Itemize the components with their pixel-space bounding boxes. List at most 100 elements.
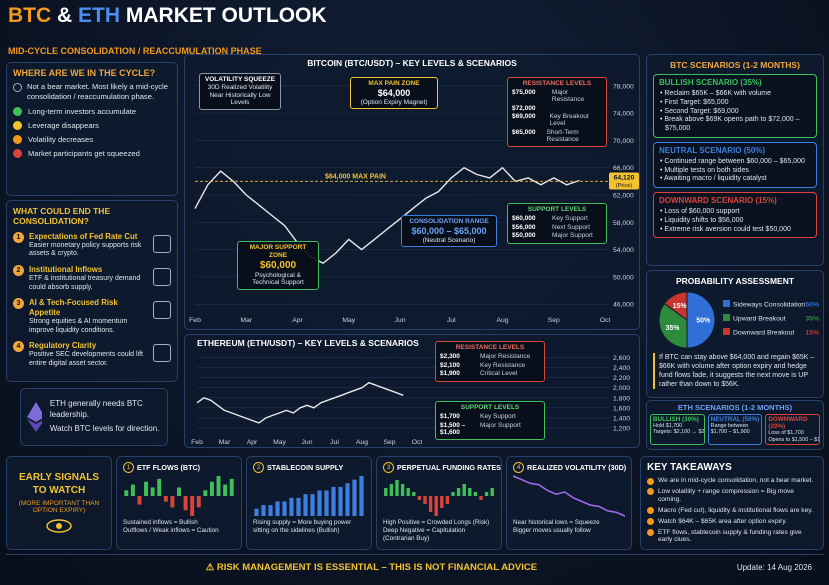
level-price: $1,900 <box>440 370 460 377</box>
takeaway: Watch $64K – $65K area after option expi… <box>647 518 817 526</box>
early-signals: EARLY SIGNALS TO WATCH (MORE IMPORTANT T… <box>6 456 112 550</box>
mini-chart <box>124 476 234 516</box>
eth-scenario-bullet: Opens to $1,500 – $1,600 <box>768 436 821 443</box>
item-text: Positive SEC developments could lift ent… <box>29 351 143 367</box>
x-tick-label: Jun <box>395 317 406 324</box>
y-tick-label: 62,000 <box>613 193 634 200</box>
scenario-title: NEUTRAL SCENARIO (50%) <box>659 145 766 155</box>
levels-box: RESISTANCE LEVELS $75,000 Major Resistance… <box>507 77 607 147</box>
scenario-bullet: • Continued range between $60,000 – $65,… <box>660 157 805 165</box>
mini-bar <box>254 508 259 516</box>
mini-number: 2 <box>253 462 264 473</box>
scenario-bullet: • Loss of $60,000 support <box>660 208 740 215</box>
eth-scenario: DOWNWARD (20%) Loss of $1,700 Opens to $1,… <box>765 414 821 445</box>
item-icon <box>153 268 171 287</box>
mini-bar <box>137 496 142 505</box>
check <box>647 507 654 515</box>
check <box>647 518 654 526</box>
mini-chart-panel: 4 REALIZED VOLATILITY (30D) Near historica… <box>506 456 632 550</box>
level-label: Critical Level <box>480 370 518 377</box>
x-tick-label: Oct <box>600 317 611 324</box>
item-number: 1 <box>13 232 24 243</box>
check <box>647 529 654 537</box>
x-tick-label: Aug <box>356 439 368 446</box>
x-tick-label: Mar <box>219 439 231 446</box>
level-label: Major Resistance <box>551 89 585 103</box>
pie-slice <box>663 291 688 321</box>
eth-scenario-bullet: $1,700 – $1,900 <box>710 429 750 436</box>
vs-title: VOLATILITY SQUEEZE <box>204 76 276 83</box>
consolidation-item: 4 Regulatory Clarity Positive SEC developm… <box>13 341 171 368</box>
level-price: $69,000 <box>512 113 536 120</box>
mini-bar <box>289 497 294 516</box>
probability-heading: PROBABILITY ASSESSMENT <box>675 276 795 286</box>
level-row: $50,000 Major Support <box>512 232 602 239</box>
ms-value: $60,000 <box>259 259 297 271</box>
cr-note: (Neutral Scenario) <box>422 236 476 244</box>
cycle-item-text: Market participants get squeezed <box>28 148 140 158</box>
risk-warning: ⚠ RISK MANAGEMENT IS ESSENTIAL – THIS IS… <box>205 562 538 573</box>
btc-scenarios: BTC SCENARIOS (1-2 MONTHS) BULLISH SCENA… <box>646 54 824 266</box>
item-text: Strong equities & AI momentum improve li… <box>29 317 128 334</box>
item-title: Institutional Inflows <box>29 265 103 275</box>
mini-title: PERPETUAL FUNDING RATES <box>397 463 501 472</box>
pie-slice <box>686 291 716 349</box>
y-tick-label: 54,000 <box>613 247 634 254</box>
mini-bar <box>124 490 129 496</box>
scenario-bullet: • Liquidity shifts to $56,000 <box>660 216 744 224</box>
slice-label: 35% <box>666 325 681 332</box>
major-support-zone: MAJOR SUPPORT ZONE $60,000 Psychological… <box>237 241 319 291</box>
legend-swatch <box>723 328 730 335</box>
legend-swatch <box>723 300 730 307</box>
levels-box: SUPPORT LEVELS $1,700 Key Support $1,500 – … <box>435 401 545 440</box>
level-price: $65,000 <box>512 128 536 136</box>
level-row: $2,300 Major Resistance <box>440 353 540 360</box>
eth-scenarios: ETH SCENARIOS (1-2 MONTHS) BULLISH (30%)… <box>646 400 824 450</box>
level-price: $72,000 <box>512 104 536 112</box>
legend-label: Downward Breakout <box>733 330 794 337</box>
mini-bar <box>183 496 188 511</box>
mini-caption: Sustained inflows = Bullish <box>123 519 198 526</box>
ms-title: MAJOR SUPPORT ZONE <box>249 244 307 259</box>
level-row: $56,000 Next Support <box>512 224 602 231</box>
bullet <box>13 83 22 92</box>
mini-bar <box>282 501 287 516</box>
y-tick-label: 2,400 <box>613 365 630 372</box>
takeaway-text: ETF flows, stablecoin supply & funding r… <box>658 528 802 544</box>
update-date: Update: 14 Aug 2026 <box>736 563 812 572</box>
eth-note-line1: ETH generally needs BTC leadership. <box>49 399 143 420</box>
takeaway: Low volatility + range compression = Big… <box>647 488 817 504</box>
vs-text: 30D Realized Volatility Near Historicall… <box>207 83 273 107</box>
item-number: 4 <box>13 341 24 353</box>
level-price: $1,500 – $1,600 <box>440 421 466 436</box>
mini-bar <box>479 496 483 500</box>
cr-title: CONSOLIDATION RANGE <box>409 218 489 225</box>
ms-note: Psychological & Technical Support <box>252 271 304 287</box>
x-tick-label: May <box>342 317 355 324</box>
mini-bar <box>275 501 280 516</box>
level-row: $75,000 Major Resistance <box>512 89 602 103</box>
mini-chart <box>254 476 364 516</box>
item-title: Expectations of Fed Rate Cut <box>29 232 138 241</box>
mini-bar <box>384 488 388 496</box>
eye-icon <box>46 519 72 533</box>
title-btc: BTC <box>8 4 52 27</box>
mini-chart <box>384 480 494 516</box>
cr-value: $60,000 – $65,000 <box>411 225 487 236</box>
y-tick-label: 70,000 <box>613 138 634 145</box>
cycle-intro-text: Not a bear market. Most likely a mid-cyc… <box>27 82 168 101</box>
level-row: $2,100 Key Resistance <box>440 362 540 369</box>
mini-line <box>513 475 625 517</box>
x-tick-label: Sep <box>548 317 560 324</box>
mini-bar <box>456 488 461 496</box>
y-tick-label: 46,000 <box>613 302 634 309</box>
takeaway-text: Low volatility + range compression = Big… <box>658 487 794 503</box>
mini-head: 2 STABLECOIN SUPPLY <box>253 462 365 473</box>
cycle-item: Long-term investors accumulate <box>13 106 171 116</box>
scenario-bullet: • Break above $69K opens path to $72,000… <box>660 116 800 132</box>
mini-bar <box>209 481 214 496</box>
btc-scenarios-heading: BTC SCENARIOS (1-2 MONTHS) <box>670 60 800 70</box>
reference-label: $64,000 MAX PAIN <box>325 173 386 180</box>
cycle-item-text: Volatility decreases <box>28 134 94 144</box>
legend-value: 50% <box>805 302 819 309</box>
